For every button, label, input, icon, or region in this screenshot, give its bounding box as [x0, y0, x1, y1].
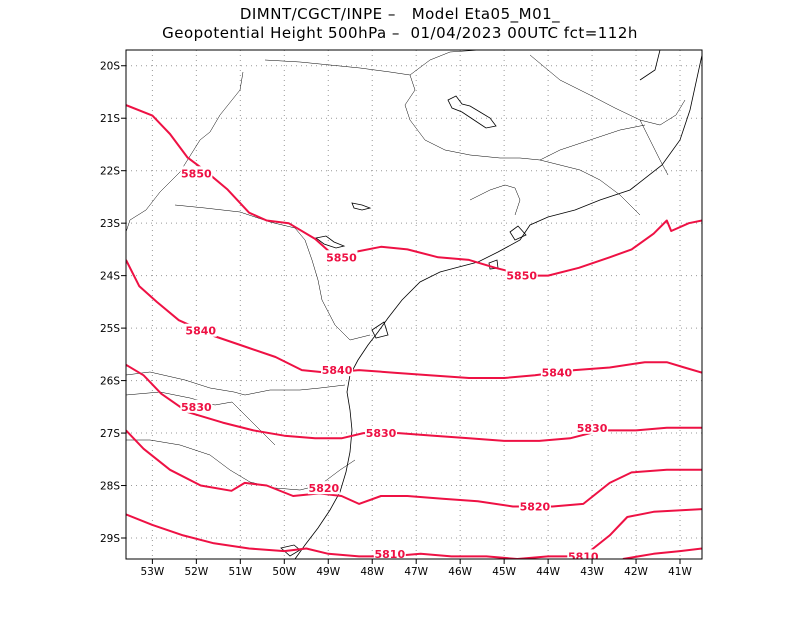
lat-tick-label: 21S — [100, 113, 120, 125]
itaipu-lake — [315, 235, 346, 249]
contour-label: 5810 — [375, 548, 406, 561]
coastline-north — [639, 50, 661, 81]
coastline-and-borders — [126, 50, 702, 559]
paranagua-bay — [371, 321, 389, 339]
contour-label-bg — [307, 481, 340, 495]
contour-label: 5810 — [568, 550, 599, 563]
lon-tick-label: 47W — [404, 566, 428, 578]
lon-tick-label: 48W — [360, 566, 384, 578]
lon-tick-label: 49W — [316, 566, 340, 578]
border-pr-sp — [174, 204, 371, 341]
map-frame — [125, 49, 703, 560]
lat-tick-label: 29S — [100, 533, 120, 545]
contour-label-bg — [518, 499, 551, 513]
contour-label-bg — [184, 323, 217, 337]
contour-label-bg — [373, 546, 406, 559]
lon-tick-label: 44W — [536, 566, 560, 578]
contour-label: 5820 — [309, 482, 340, 495]
lon-tick-label: 53W — [141, 566, 165, 578]
contour-label-bg — [325, 250, 358, 264]
contour-label-bg — [540, 365, 573, 379]
coastline — [294, 54, 702, 559]
border-ms-sp — [126, 71, 244, 233]
lat-tick-label: 23S — [100, 218, 120, 230]
contour-label-bg — [180, 399, 213, 413]
border-argentina — [126, 391, 276, 446]
border-sc-rs — [126, 439, 356, 491]
geopotential-contours: 5850 5850 5850 5840 5840 5840 5830 5830 5830 5820… — [126, 104, 702, 563]
lat-tick-label: 24S — [100, 271, 120, 283]
contour-label: 5850 — [181, 167, 212, 180]
contour-label-bg — [365, 426, 398, 440]
lon-tick-label: 43W — [580, 566, 604, 578]
border-sp-rj — [469, 184, 521, 216]
border-mg-es — [529, 54, 686, 126]
contour-label: 5840 — [542, 367, 573, 380]
lat-tick-label: 20S — [100, 61, 120, 73]
contour-label: 5840 — [322, 364, 353, 377]
contour-line-5810 — [126, 508, 702, 559]
border-es-rj — [639, 119, 669, 176]
contour-label: 5830 — [366, 427, 397, 440]
lat-tick-label: 22S — [100, 166, 120, 178]
border-pr-sc — [126, 371, 346, 396]
contour-line-5810 — [622, 547, 702, 559]
lat-tick-label: 27S — [100, 428, 120, 440]
lat-tick-label: 25S — [100, 323, 120, 335]
lat-tick-label: 28S — [100, 481, 120, 493]
contour-label-bg — [180, 166, 213, 180]
contour-label: 5850 — [506, 270, 537, 283]
lat-tick-label: 26S — [100, 376, 120, 388]
contour-label: 5840 — [185, 325, 216, 338]
lon-tick-label: 42W — [624, 566, 648, 578]
guanabara-bay — [509, 225, 527, 241]
contour-label: 5830 — [181, 401, 212, 414]
lon-tick-label: 51W — [228, 566, 252, 578]
border-mg-sp — [264, 59, 641, 216]
contour-line-5830 — [126, 363, 702, 442]
contour-label-bg — [321, 363, 354, 377]
contour-label-bg — [576, 420, 609, 434]
axis-ticks: 53W 52W 51W 50W 49W 48W 47W 46W 45W 44W 43W 42W 41W 2… — [100, 61, 693, 578]
border-inland — [409, 50, 481, 76]
reservoir-lake — [447, 95, 497, 129]
contour-line-5850 — [126, 104, 702, 277]
contour-line-5840 — [126, 259, 702, 379]
contour-label: 5820 — [520, 501, 551, 514]
border-mg-rj — [539, 124, 646, 161]
lat-lon-grid — [126, 50, 702, 559]
lon-tick-label: 46W — [448, 566, 472, 578]
lon-tick-label: 41W — [668, 566, 692, 578]
map-title-line-2: Geopotential Height 500hPa – 01/04/2023 … — [162, 24, 638, 42]
lon-tick-label: 50W — [272, 566, 296, 578]
contour-line-5820 — [126, 429, 702, 508]
contour-label: 5830 — [577, 422, 608, 435]
contour-label: 5850 — [326, 251, 357, 264]
reservoir-lake-2 — [351, 202, 372, 211]
lon-tick-label: 52W — [184, 566, 208, 578]
contour-label-bg — [567, 549, 600, 559]
lon-tick-label: 45W — [492, 566, 516, 578]
map-title-line-1: DIMNT/CGCT/INPE – Model Eta05_M01_ — [239, 5, 561, 23]
contour-label-bg — [505, 268, 538, 282]
